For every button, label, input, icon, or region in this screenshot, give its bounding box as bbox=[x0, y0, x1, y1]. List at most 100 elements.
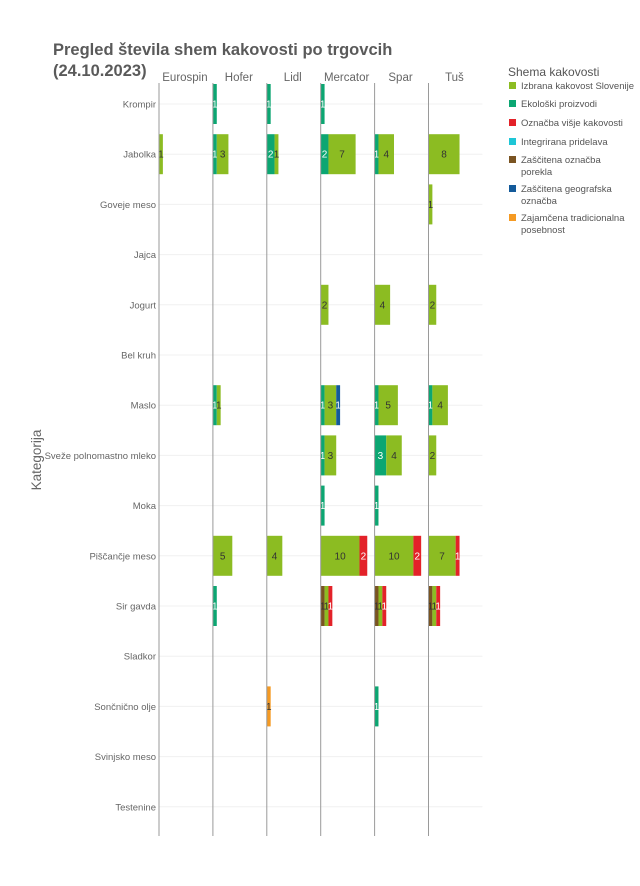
bar-mercator-sveze-polnomastno-mleko-izbrana-kakovost-slovenije bbox=[324, 435, 337, 476]
legend-label-integrirana-pridelava: Integrirana pridelava bbox=[521, 137, 608, 148]
category-label-piscancje-meso: Piščančje meso bbox=[89, 551, 156, 562]
bar-spar-jabolka-izbrana-kakovost-slovenije-label: 4 bbox=[383, 150, 389, 161]
bar-lidl-krompir-ekoloski-proizvodi bbox=[266, 84, 271, 124]
bar-spar-maslo-izbrana-kakovost-slovenije bbox=[378, 385, 398, 426]
legend-label-line: Izbrana kakovost Slovenije bbox=[521, 81, 634, 92]
bar-hofer-jabolka-ekoloski-proizvodi-label: 1 bbox=[212, 150, 218, 161]
bar-hofer-krompir-ekoloski-proizvodi-label: 1 bbox=[212, 100, 218, 111]
legend-swatch-zascitena-oznacba-porekla bbox=[509, 156, 516, 163]
bar-mercator-piscancje-meso-oznacba-visje-kakovosti-label: 2 bbox=[361, 551, 367, 562]
bar-mercator-sveze-polnomastno-mleko-ekoloski-proizvodi bbox=[320, 435, 325, 476]
chart-title: Pregled števila shem kakovosti po trgovc… bbox=[53, 40, 392, 82]
bar-hofer-maslo-izbrana-kakovost-slovenije-label: 1 bbox=[216, 401, 222, 412]
chart-title-line-2: (24.10.2023) bbox=[53, 62, 147, 80]
bar-spar-jabolka-izbrana-kakovost-slovenije bbox=[378, 134, 394, 175]
bar-tus-goveje-meso-izbrana-kakovost-slovenije bbox=[428, 184, 433, 225]
category-label-maslo: Maslo bbox=[131, 401, 156, 412]
bar-hofer-sir-gavda-ekoloski-proizvodi-label: 1 bbox=[212, 602, 218, 613]
bar-lidl-soncnicno-olje-zajamcena-tradicionalna-posebnost-label: 1 bbox=[266, 702, 272, 713]
bar-mercator-jabolka-ekoloski-proizvodi bbox=[320, 134, 329, 175]
legend-swatch-ekoloski-proizvodi bbox=[509, 100, 516, 107]
category-label-sir-gavda: Sir gavda bbox=[116, 602, 157, 613]
legend-label-line: Označba višje kakovosti bbox=[521, 118, 623, 129]
store-label-eurospin: Eurospin bbox=[162, 72, 207, 84]
bar-lidl-jabolka-izbrana-kakovost-slovenije-label: 1 bbox=[274, 150, 280, 161]
bar-mercator-piscancje-meso-oznacba-visje-kakovosti bbox=[359, 535, 368, 576]
bar-spar-sveze-polnomastno-mleko-ekoloski-proizvodi bbox=[374, 435, 387, 476]
bar-lidl-piscancje-meso-izbrana-kakovost-slovenije bbox=[266, 535, 283, 576]
store-label-tus: Tuš bbox=[445, 72, 464, 84]
bar-mercator-maslo-izbrana-kakovost-slovenije bbox=[324, 385, 337, 426]
bar-tus-sir-gavda-zascitena-oznacba-porekla bbox=[428, 586, 433, 626]
bar-spar-piscancje-meso-izbrana-kakovost-slovenije-label: 10 bbox=[388, 551, 400, 562]
bar-spar-jabolka-ekoloski-proizvodi bbox=[374, 134, 379, 175]
bar-spar-sir-gavda-oznacba-visje-kakovosti bbox=[382, 586, 387, 626]
bar-hofer-piscancje-meso-izbrana-kakovost-slovenije-label: 5 bbox=[220, 551, 226, 562]
bar-mercator-piscancje-meso-izbrana-kakovost-slovenije bbox=[320, 535, 360, 576]
bar-spar-sveze-polnomastno-mleko-ekoloski-proizvodi-label: 3 bbox=[378, 451, 384, 462]
bar-mercator-sveze-polnomastno-mleko-izbrana-kakovost-slovenije-label: 3 bbox=[328, 451, 334, 462]
bar-mercator-piscancje-meso-izbrana-kakovost-slovenije-label: 10 bbox=[335, 551, 347, 562]
bar-hofer-jabolka-izbrana-kakovost-slovenije bbox=[216, 134, 229, 175]
bar-tus-jogurt-izbrana-kakovost-slovenije-label: 2 bbox=[430, 300, 436, 311]
bar-tus-maslo-ekoloski-proizvodi bbox=[428, 385, 433, 426]
bar-tus-piscancje-meso-oznacba-visje-kakovosti-label: 1 bbox=[455, 551, 461, 562]
legend-label-oznacba-visje-kakovosti: Označba višje kakovosti bbox=[521, 118, 623, 129]
legend: Shema kakovosti Izbrana kakovost Slovenij… bbox=[508, 65, 634, 236]
legend-label-ekoloski-proizvodi: Ekološki proizvodi bbox=[521, 99, 597, 110]
legend-label-line: označba bbox=[521, 196, 558, 207]
category-label-sladkor: Sladkor bbox=[124, 652, 156, 663]
bar-spar-piscancje-meso-izbrana-kakovost-slovenije bbox=[374, 535, 414, 576]
bar-tus-goveje-meso-izbrana-kakovost-slovenije-label: 1 bbox=[428, 200, 434, 211]
bar-tus-jabolka-izbrana-kakovost-slovenije-label: 8 bbox=[441, 150, 447, 161]
legend-swatch-izbrana-kakovost-slovenije bbox=[509, 82, 516, 89]
axis-layer: Eurospin Hofer Lidl Mercator Spar Tuš Krompir J… bbox=[29, 72, 464, 836]
bar-mercator-maslo-ekoloski-proizvodi-label: 1 bbox=[320, 401, 326, 412]
category-label-jabolka: Jabolka bbox=[123, 150, 156, 161]
bar-spar-piscancje-meso-oznacba-visje-kakovosti bbox=[413, 535, 422, 576]
bar-mercator-maslo-zascitena-geografska-oznacba-label: 1 bbox=[335, 401, 341, 412]
bar-tus-sir-gavda-oznacba-visje-kakovosti bbox=[436, 586, 441, 626]
bar-mercator-sir-gavda-oznacba-visje-kakovosti-label: 1 bbox=[328, 602, 334, 613]
category-label-krompir: Krompir bbox=[123, 100, 156, 111]
bar-tus-piscancje-meso-oznacba-visje-kakovosti bbox=[455, 535, 460, 576]
bar-mercator-maslo-ekoloski-proizvodi bbox=[320, 385, 325, 426]
store-label-mercator: Mercator bbox=[324, 72, 370, 84]
legend-label-line: Zaščitena označba bbox=[521, 155, 601, 166]
bar-lidl-jabolka-ekoloski-proizvodi-label: 2 bbox=[268, 150, 274, 161]
bar-mercator-jabolka-izbrana-kakovost-slovenije-label: 7 bbox=[339, 150, 345, 161]
category-label-goveje-meso: Goveje meso bbox=[100, 200, 156, 211]
bar-lidl-jabolka-izbrana-kakovost-slovenije bbox=[274, 134, 279, 175]
bar-spar-sir-gavda-izbrana-kakovost-slovenije-label: 1 bbox=[378, 602, 384, 613]
bar-spar-moka-ekoloski-proizvodi-label: 1 bbox=[374, 501, 380, 512]
bar-tus-jogurt-izbrana-kakovost-slovenije bbox=[428, 284, 437, 325]
bar-spar-sveze-polnomastno-mleko-izbrana-kakovost-slovenije-label: 4 bbox=[391, 451, 397, 462]
legend-swatch-integrirana-pridelava bbox=[509, 138, 516, 145]
bar-hofer-jabolka-ekoloski-proizvodi bbox=[212, 134, 217, 175]
category-label-moka: Moka bbox=[133, 501, 157, 512]
bar-spar-moka-ekoloski-proizvodi bbox=[374, 485, 379, 526]
legend-title: Shema kakovosti bbox=[508, 65, 599, 79]
bar-tus-sveze-polnomastno-mleko-izbrana-kakovost-slovenije-label: 2 bbox=[430, 451, 436, 462]
bar-mercator-jogurt-izbrana-kakovost-slovenije-label: 2 bbox=[322, 300, 328, 311]
bar-lidl-piscancje-meso-izbrana-kakovost-slovenije-label: 4 bbox=[272, 551, 278, 562]
bar-tus-maslo-ekoloski-proizvodi-label: 1 bbox=[428, 401, 434, 412]
legend-label-line: Ekološki proizvodi bbox=[521, 99, 597, 110]
bar-tus-sir-gavda-zascitena-oznacba-porekla-label: 1 bbox=[428, 602, 434, 613]
category-label-jajca: Jajca bbox=[134, 250, 157, 261]
category-label-svinjsko-meso: Svinjsko meso bbox=[95, 752, 156, 763]
legend-label-zascitena-oznacba-porekla: Zaščitena označba porekla bbox=[521, 155, 601, 178]
legend-label-line: Integrirana pridelava bbox=[521, 137, 608, 148]
bar-lidl-krompir-ekoloski-proizvodi-label: 1 bbox=[266, 100, 272, 111]
store-label-lidl: Lidl bbox=[284, 72, 302, 84]
bar-mercator-sir-gavda-oznacba-visje-kakovosti bbox=[328, 586, 333, 626]
category-label-soncnicno-olje: Sončnično olje bbox=[94, 702, 156, 713]
legend-swatch-zascitena-geografska-oznacba bbox=[509, 185, 516, 192]
bar-mercator-maslo-zascitena-geografska-oznacba bbox=[336, 385, 341, 426]
bar-tus-sir-gavda-izbrana-kakovost-slovenije-label: 1 bbox=[432, 602, 438, 613]
bar-mercator-moka-ekoloski-proizvodi bbox=[320, 485, 325, 526]
legend-label-line: Zajamčena tradicionalna bbox=[521, 213, 625, 224]
bar-hofer-maslo-ekoloski-proizvodi bbox=[212, 385, 217, 426]
